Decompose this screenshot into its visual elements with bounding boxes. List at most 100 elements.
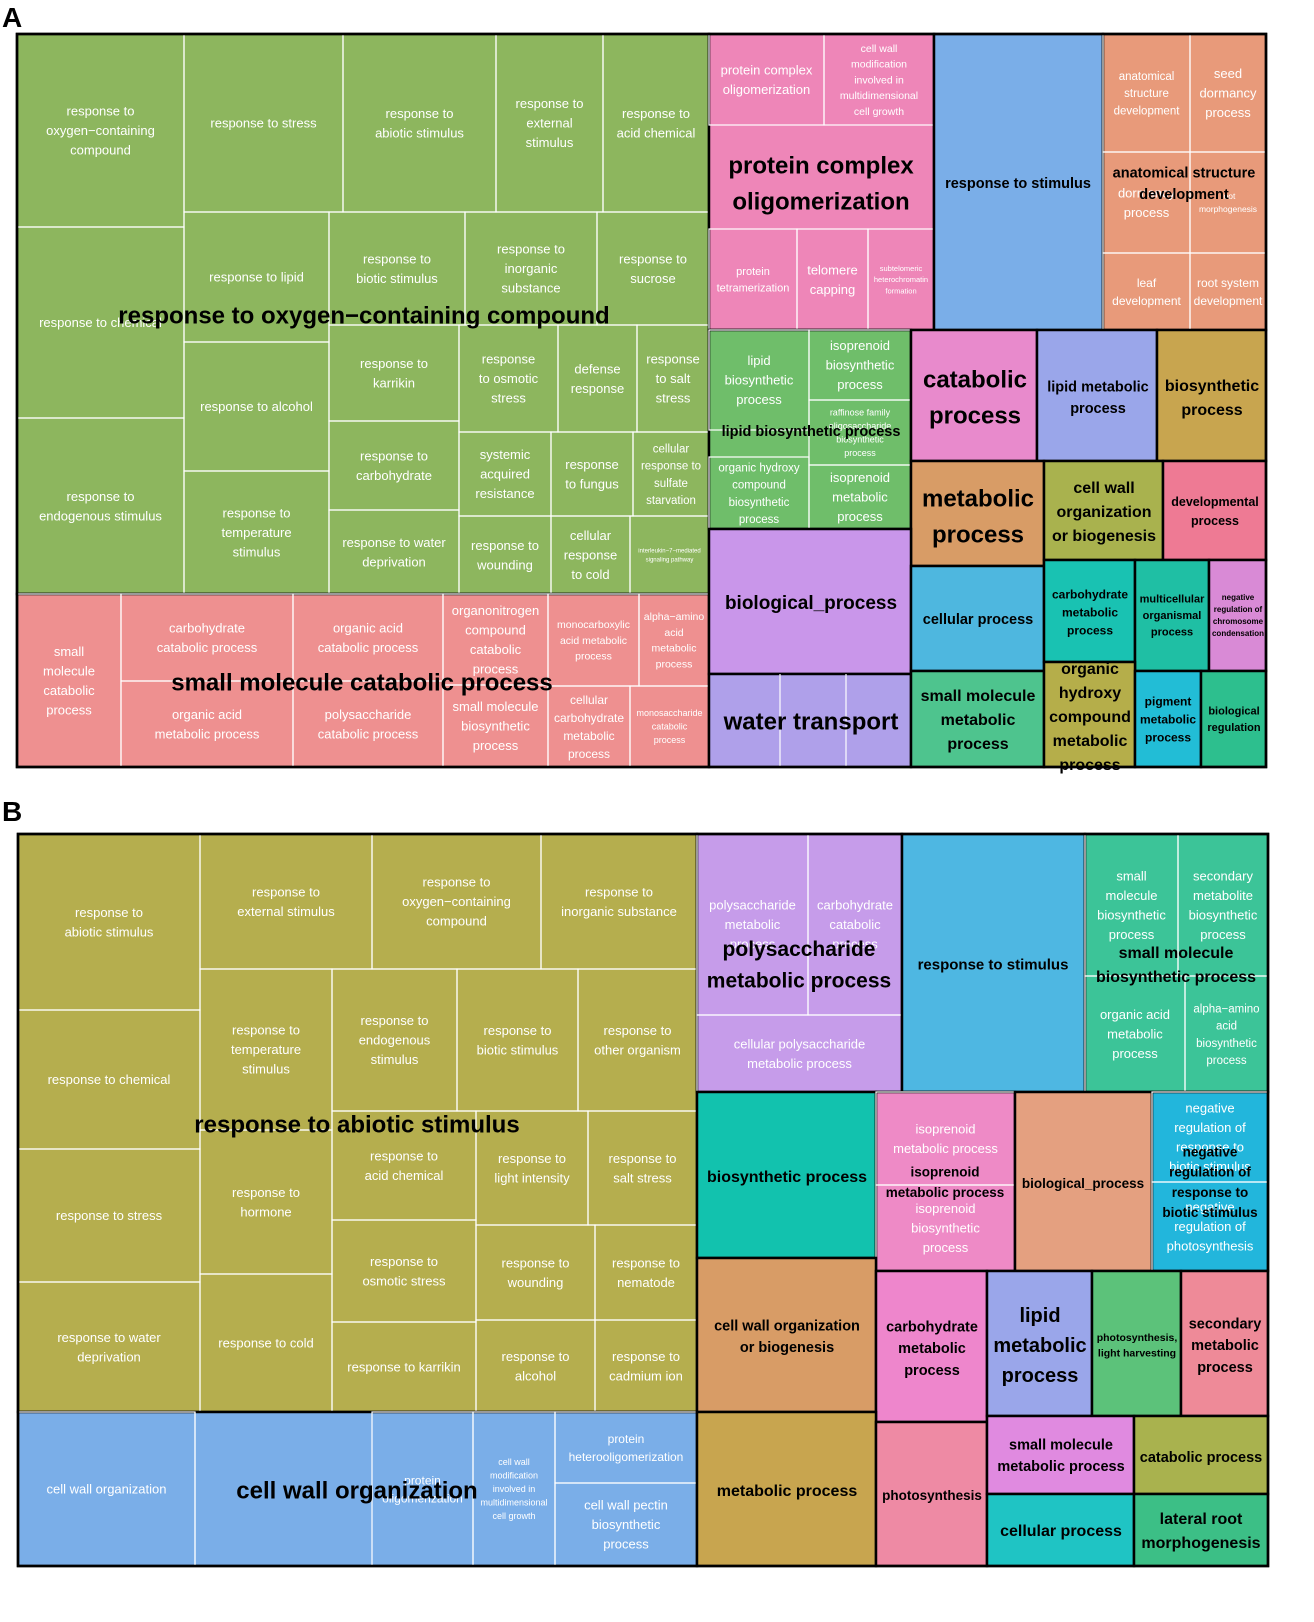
cluster-box [1207, 558, 1268, 673]
cluster-label-carbohydrate-metabolic-process: carbohydrate metabolic process [1052, 587, 1128, 637]
term-label-interleukin-7-mediated-signaling-pathway: interleukin−7−mediated signaling pathway [638, 549, 700, 564]
term-label-organic-acid-metabolic-process: organic acid metabolic process [155, 707, 260, 742]
cluster-label-biological-regulation: biological regulation [1207, 706, 1260, 735]
cluster-label-response-to-abiotic-stimulus: response to abiotic stimulus [194, 1112, 519, 1139]
cluster-label-organic-hydroxy-compound-metabolic-process: organic hydroxy compound metabolic process [1049, 661, 1131, 774]
cluster-small-molecule-metabolic-process: small molecule metabolic process [985, 1414, 1136, 1496]
term-label-cellular-polysaccharide-metabolic-process: cellular polysaccharide metabolic process [734, 1036, 866, 1071]
term-label-anatomical-structure-development: anatomical structure development [1114, 71, 1181, 118]
term-label-response-to-stress: response to stress [210, 116, 317, 131]
cluster-label-cellular-process: cellular process [1000, 1523, 1122, 1540]
cluster-label-secondary-metabolic-process: secondary metabolic process [1189, 1316, 1262, 1376]
term-label-cell-wall-modification-involved-in-multidimensio: cell wall modification involved in multidim… [480, 1457, 547, 1521]
term-label-response-to-hormone: response to hormone [232, 1185, 300, 1220]
cluster-label-lipid-metabolic-process: lipid metabolic process [1047, 379, 1149, 417]
term-label-organic-acid-catabolic-process: organic acid catabolic process [318, 620, 419, 655]
cluster-label-small-molecule-biosynthetic-process: small molecule biosynthetic process [1096, 945, 1256, 986]
term-label-response-to-inorganic-substance: response to inorganic substance [497, 242, 565, 296]
cluster-label-biosynthetic-process: biosynthetic process [707, 1169, 867, 1186]
term-label-response-to-endogenous-stimulus: response to endogenous stimulus [359, 1013, 431, 1067]
term-label-cell-wall-modification-involved-in-multidimensio: cell wall modification involved in multidim… [840, 43, 918, 118]
term-label-defense-response: defense response [571, 361, 624, 396]
term-label-telomere-capping: telomere capping [807, 262, 858, 297]
term-label-isoprenoid-biosynthetic-process: isoprenoid biosynthetic process [826, 338, 895, 392]
cluster-biosynthetic-process: biosynthetic process [1155, 328, 1268, 463]
term-label-seed-dormancy-process: seed dormancy process [1199, 66, 1257, 120]
cluster-label-negative-regulation-of-response-to-biotic-stimul: negative regulation of response to biotic s… [1162, 1144, 1257, 1220]
term-label-response-to-karrikin: response to karrikin [360, 356, 428, 391]
treemap-frame [16, 832, 1270, 1568]
term-label-response-to-cadmium-ion: response to cadmium ion [609, 1349, 683, 1384]
cluster-cell-wall-organization: cell wall organization protein oligomeriza… [16, 1410, 699, 1568]
cluster-box [874, 1090, 1017, 1273]
cluster-label-protein-complex-oligomerization: protein complex oligomerization [728, 153, 914, 216]
cluster-label-cellular-process: cellular process [923, 612, 1033, 628]
cluster-label-biosynthetic-process: biosynthetic process [1165, 378, 1259, 419]
term-label-response-to-biotic-stimulus: response to biotic stimulus [477, 1023, 559, 1058]
cluster-box [1090, 1269, 1183, 1418]
cluster-lipid-biosynthetic-process: lipid biosynthetic process isoprenoid biosyn… [707, 328, 913, 531]
term-label-cellular-response-to-cold: cellular response to cold [564, 528, 617, 582]
cluster-biological-regulation: biological regulation [1199, 669, 1268, 769]
cluster-protein-complex-oligomerization: protein complex oligomerization cell wall m… [707, 32, 936, 332]
term-label-cell-wall-pectin-biosynthetic-process: cell wall pectin biosynthetic process [584, 1498, 668, 1552]
cluster-label-metabolic-process: metabolic process [922, 486, 1034, 549]
cluster-box [909, 328, 1039, 463]
cluster-box [1155, 328, 1268, 463]
term-label-response-to-wounding: response to wounding [471, 538, 539, 573]
term-label-response-to-chemical: response to chemical [48, 1072, 171, 1087]
treemap-a-svg: response to oxygen−containing compound resp… [15, 32, 1268, 774]
cluster-label-cell-wall-organization-or-biogenesis: cell wall organization or biogenesis [714, 1318, 860, 1356]
term-label-response-to-osmotic-stress: response to osmotic stress [362, 1254, 446, 1289]
term-label-leaf-development: leaf development [1112, 276, 1181, 308]
treemap-a: response to oxygen−containing compound resp… [0, 0, 1314, 800]
panel-label-b: B [2, 796, 23, 827]
term-label-secondary-metabolite-biosynthetic-process: secondary metabolite biosynthetic process [1189, 868, 1258, 942]
term-label-protein-oligomerization: protein oligomerization [382, 1473, 463, 1505]
cluster-label-response-to-oxygen-containing-compound: response to oxygen−containing compound [118, 303, 609, 330]
cluster-cell-wall-organization-or-biogenesis: cell wall organization or biogenesis [695, 1256, 878, 1414]
cluster-metabolic-process: metabolic process [695, 1410, 878, 1568]
term-label-response-to-alcohol: response to alcohol [502, 1349, 570, 1384]
term-label-root-morphogenesis: root morphogenesis [1199, 191, 1257, 214]
term-label-cell-wall-organization: cell wall organization [47, 1482, 167, 1497]
cluster-small-molecule-catabolic-process: small molecule catabolic process carbohydrat… [15, 592, 711, 769]
cluster-label-small-molecule-metabolic-process: small molecule metabolic process [997, 1437, 1124, 1475]
panel-label-a: A [2, 2, 23, 33]
term-label-response-to-cold: response to cold [218, 1336, 313, 1351]
term-label-organonitrogen-compound-catabolic-process: organonitrogen compound catabolic process [452, 603, 539, 677]
term-label-root-system-development: root system development [1194, 276, 1263, 308]
cluster-label-lateral-root-morphogenesis: lateral root morphogenesis [1141, 1511, 1260, 1552]
cluster-photosynthesis-light-harvesting: photosynthesis, light harvesting [1090, 1269, 1183, 1418]
term-label-response-to-oxygen-containing-compound: response to oxygen−containing compound [46, 104, 155, 158]
cluster-biological-process: biological_process [1013, 1090, 1154, 1273]
term-label-response-to-abiotic-stimulus: response to abiotic stimulus [65, 905, 154, 940]
cluster-anatomical-structure-development: anatomical structure development seed dorman… [1101, 32, 1268, 332]
cluster-photosynthesis: photosynthesis [874, 1420, 989, 1568]
term-label-monosaccharide-catabolic-process: monosaccharide catabolic process [636, 708, 702, 745]
term-label-response-to-acid-chemical: response to acid chemical [365, 1148, 444, 1183]
term-label-response-to-salt-stress: response to salt stress [646, 352, 699, 406]
cluster-label-catabolic-process: catabolic process [1140, 1450, 1263, 1466]
term-label-protein-complex-oligomerization: protein complex oligomerization [721, 62, 813, 97]
cluster-box [1035, 328, 1159, 463]
term-label-response-to-karrikin: response to karrikin [347, 1360, 460, 1375]
term-label-isoprenoid-biosynthetic-process: isoprenoid biosynthetic process [911, 1201, 980, 1255]
cluster-response-to-oxygen-containing-compound: response to oxygen−containing compound resp… [15, 32, 711, 596]
term-label-small-molecule-biosynthetic-process: small molecule biosynthetic process [453, 699, 539, 753]
cluster-label-pigment-metabolic-process: pigment metabolic process [1140, 694, 1196, 744]
term-label-protein-heterooligomerization: protein heterooligomerization [569, 1432, 684, 1464]
cluster-organic-hydroxy-compound-metabolic-process: organic hydroxy compound metabolic process [1042, 660, 1137, 774]
term-label-alpha-amino-acid-metabolic-process: alpha−amino acid metabolic process [644, 611, 705, 670]
cluster-catabolic-process: catabolic process [909, 328, 1039, 463]
term-label-isoprenoid-metabolic-process: isoprenoid metabolic process [830, 470, 890, 524]
cluster-negative-regulation-of-chromosome-condensation: negative regulation of chromosome condensat… [1207, 558, 1268, 673]
term-label-organic-hydroxy-compound-biosynthetic-process: organic hydroxy compound biosynthetic proce… [718, 462, 799, 526]
cluster-negative-regulation-of-response-to-biotic-stimul: negative regulation of response to biotic s… [1150, 1090, 1270, 1273]
cluster-polysaccharide-metabolic-process: polysaccharide metabolic process carbohydra… [695, 832, 904, 1094]
treemap-b: response to abiotic stimulus response to ex… [0, 800, 1314, 1622]
cluster-box [1132, 1492, 1270, 1568]
term-label-monocarboxylic-acid-metabolic-process: monocarboxylic acid metabolic process [557, 619, 630, 663]
term-label-raffinose-family-oligosaccharide-biosynthetic-pr: raffinose family oligosaccharide biosynthe… [829, 407, 892, 458]
